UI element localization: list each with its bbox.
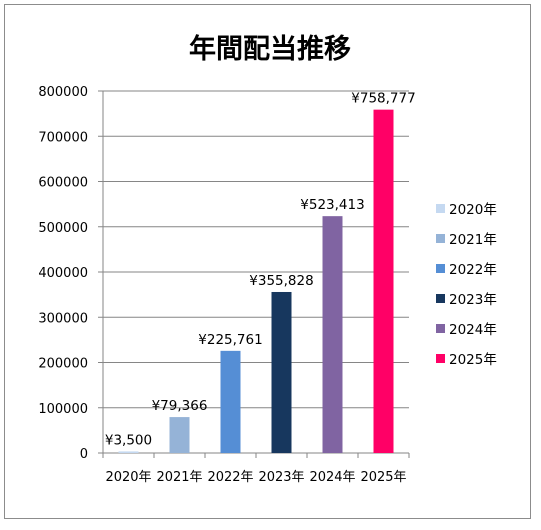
legend-label: 2025年 [449,352,497,368]
chart-frame [4,4,531,519]
x-tick-label: 2025年 [360,470,406,485]
data-label: ¥523,413 [300,197,364,213]
legend-label: 2021年 [449,232,497,248]
bars [118,109,394,453]
grid-lines [98,90,409,454]
y-tick-label: 600000 [38,176,88,191]
y-tick-label: 400000 [38,266,88,281]
data-label: ¥79,366 [152,398,208,414]
legend-swatch [436,204,445,213]
bar-2023年 [271,291,292,453]
legend-swatch [436,354,445,363]
y-tick-label: 700000 [38,130,88,145]
data-labels: ¥3,500 ¥79,366 ¥225,761 ¥355,828 ¥523,413 ¥75… [105,91,416,449]
legend-swatch [436,294,445,303]
data-label: ¥758,777 [351,91,415,107]
x-tick-label: 2020年 [105,470,151,485]
legend-swatch [436,234,445,243]
legend-label: 2023年 [449,292,497,308]
legend: 2020年 2021年 2022年 2023年 2024年 2025年 [436,202,497,368]
legend-label: 2020年 [449,202,497,218]
bar-2024年 [322,216,343,453]
data-label: ¥355,828 [249,273,313,289]
y-tick-label: 200000 [38,357,88,372]
x-axis-ticks: 2020年 2021年 2022年 2023年 2024年 2025年 [105,470,406,485]
x-tick-label: 2022年 [207,470,253,485]
y-tick-label: 300000 [38,311,88,326]
x-tick-label: 2023年 [258,470,304,485]
y-tick-label: 0 [80,447,88,462]
data-label: ¥3,500 [105,432,152,448]
bar-2025年 [373,109,394,453]
chart-title: 年間配当推移 [189,33,351,65]
legend-label: 2024年 [449,322,497,338]
legend-swatch [436,264,445,273]
y-axis-ticks: 0 100000 200000 300000 400000 500000 600000 700… [38,85,88,462]
bar-2020年 [118,451,139,453]
x-tick-label: 2021年 [156,470,202,485]
y-tick-label: 500000 [38,221,88,236]
bar-2022年 [220,350,241,453]
data-label: ¥225,761 [198,332,262,348]
legend-label: 2022年 [449,262,497,278]
y-tick-label: 100000 [38,402,88,417]
legend-swatch [436,324,445,333]
y-tick-label: 800000 [38,85,88,100]
bar-2021年 [169,417,190,453]
axes [102,91,410,458]
x-tick-label: 2024年 [309,470,355,485]
